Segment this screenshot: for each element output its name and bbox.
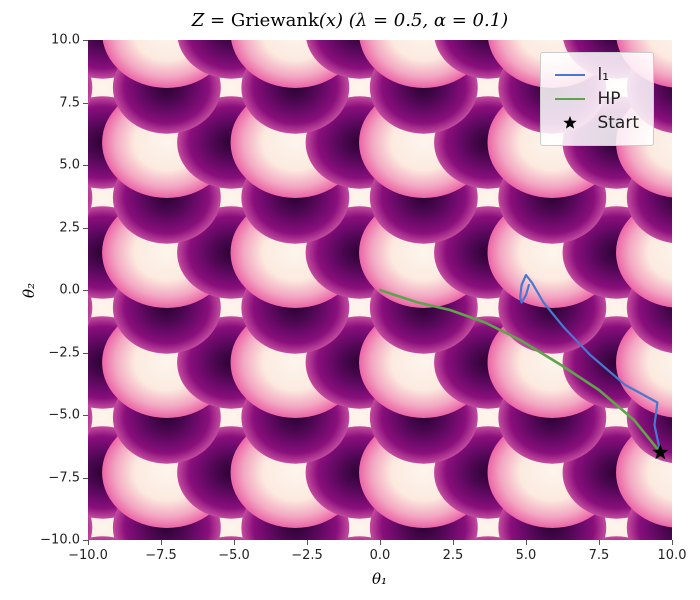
legend-label: HP — [597, 89, 620, 109]
chart-title: Z = Griewank(x) (λ = 0.5, α = 0.1) — [0, 10, 700, 31]
xtick-label: −2.5 — [291, 548, 323, 563]
ytick-label: 0.0 — [59, 283, 80, 298]
xtick-label: 2.5 — [443, 548, 464, 563]
ytick — [83, 478, 88, 479]
ytick — [83, 290, 88, 291]
y-axis-label: θ₂ — [20, 283, 38, 298]
ytick-label: 10.0 — [51, 33, 80, 48]
legend-line-icon — [555, 98, 585, 100]
legend-line-icon — [555, 74, 585, 76]
ytick-label: 7.5 — [59, 95, 80, 110]
legend-star-icon — [555, 115, 585, 131]
legend-row-hp: HP — [555, 87, 639, 111]
ytick-label: −2.5 — [48, 345, 80, 360]
legend-row-l1: l₁ — [555, 63, 639, 87]
ytick-label: −10.0 — [40, 533, 80, 548]
xtick — [161, 540, 162, 545]
ytick-label: 2.5 — [59, 220, 80, 235]
x-axis-label: θ₁ — [372, 570, 387, 588]
legend-row-start: Start — [555, 111, 639, 135]
ytick-label: −7.5 — [48, 470, 80, 485]
legend: l₁ HP Start — [540, 52, 654, 146]
xtick — [234, 540, 235, 545]
ytick — [83, 40, 88, 41]
xtick — [380, 540, 381, 545]
xtick-label: 7.5 — [589, 548, 610, 563]
xtick-label: −7.5 — [145, 548, 177, 563]
xtick-label: −10.0 — [68, 548, 108, 563]
legend-label: Start — [597, 113, 639, 133]
xtick — [526, 540, 527, 545]
ytick — [83, 103, 88, 104]
xtick-label: 5.0 — [516, 548, 537, 563]
ytick — [83, 353, 88, 354]
xtick-label: 0.0 — [370, 548, 391, 563]
xtick — [599, 540, 600, 545]
ytick — [83, 165, 88, 166]
ytick-label: 5.0 — [59, 158, 80, 173]
xtick-label: 10.0 — [658, 548, 687, 563]
xtick — [453, 540, 454, 545]
xtick-label: −5.0 — [218, 548, 250, 563]
xtick — [672, 540, 673, 545]
ytick — [83, 540, 88, 541]
ytick — [83, 228, 88, 229]
ytick-label: −5.0 — [48, 408, 80, 423]
xtick — [88, 540, 89, 545]
chart-container: Z = Griewank(x) (λ = 0.5, α = 0.1) θ₁ θ₂… — [0, 0, 700, 600]
legend-label: l₁ — [597, 65, 609, 85]
ytick — [83, 415, 88, 416]
xtick — [307, 540, 308, 545]
